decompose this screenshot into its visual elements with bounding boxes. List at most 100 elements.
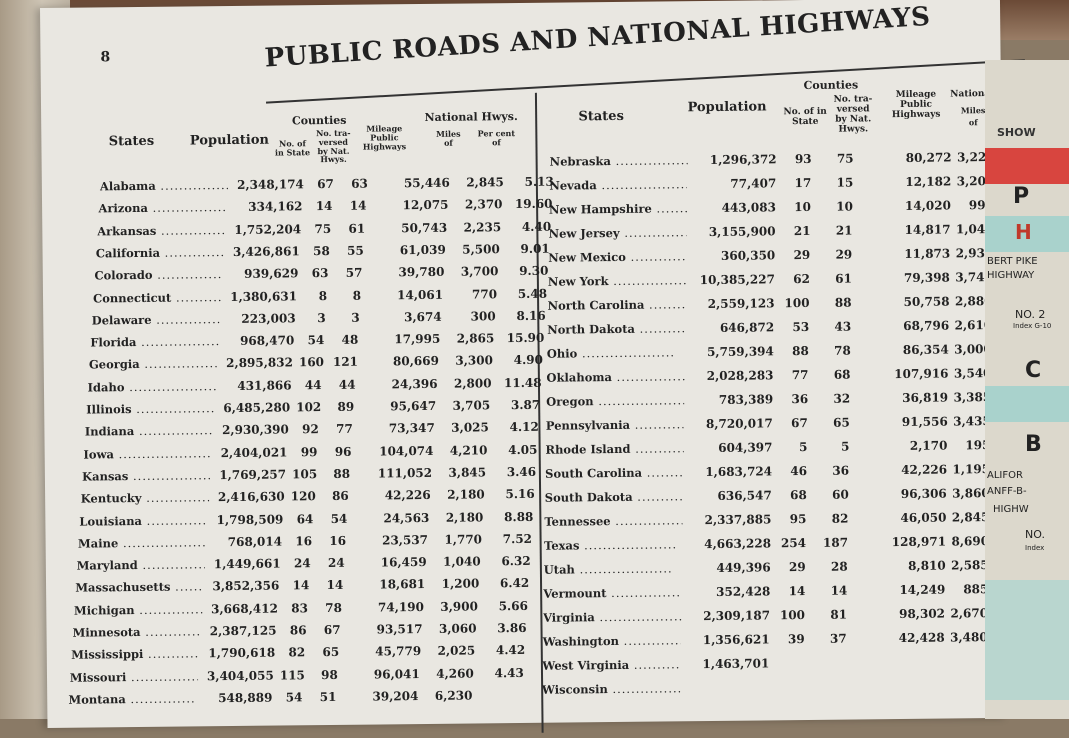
mileage-public-highways-cell: 23,537 — [366, 533, 428, 548]
counties-traversed-cell: 36 — [819, 464, 849, 478]
state-cell: Idaho — [88, 379, 216, 394]
counties-traversed-cell: 88 — [326, 467, 350, 481]
counties-traversed-cell: 48 — [334, 333, 358, 347]
counties-in-state-cell: 88 — [779, 344, 809, 358]
population-cell: 1,463,701 — [684, 656, 769, 671]
mileage-public-highways-cell: 3,674 — [380, 310, 442, 325]
mileage-public-highways-cell: 74,190 — [362, 600, 424, 615]
counties-in-state-cell: 86 — [282, 623, 306, 637]
counties-in-state-cell: 95 — [776, 512, 806, 526]
mileage-public-highways-cell: 14,061 — [381, 287, 443, 302]
mileage-public-highways-cell: 86,354 — [879, 343, 949, 358]
national-hwy-miles-cell: 3,700 — [448, 264, 498, 279]
population-cell: 77,407 — [691, 176, 776, 191]
population-cell: 2,416,630 — [215, 490, 285, 505]
mileage-public-highways-cell: 24,396 — [375, 377, 437, 392]
counties-traversed-cell: 78 — [821, 344, 851, 358]
national-hwy-percent-cell: 11.48 — [497, 375, 541, 389]
state-cell: Missouri — [70, 669, 198, 684]
state-cell: West Virginia — [542, 657, 680, 672]
counties-in-state-cell: 17 — [781, 176, 811, 190]
counties-traversed-cell: 78 — [318, 601, 342, 615]
map-teal-block-2 — [985, 386, 1069, 422]
state-cell: Vermount — [543, 585, 681, 600]
counties-traversed-cell: 29 — [822, 248, 852, 262]
mileage-public-highways-cell: 93,517 — [360, 622, 422, 637]
counties-in-state-cell: 46 — [777, 464, 807, 478]
counties-in-state-cell: 14 — [285, 579, 309, 593]
counties-in-state-cell: 58 — [306, 244, 330, 258]
national-hwy-miles-cell: 4,210 — [437, 443, 487, 458]
counties-traversed-cell: 16 — [322, 534, 346, 548]
map-letter-c: C — [1025, 358, 1041, 383]
state-cell: Rhode Island — [545, 441, 683, 456]
map-route2-line1: ALIFOR — [987, 470, 1023, 481]
national-hwy-percent-cell: 5.66 — [484, 599, 528, 613]
state-cell: Georgia — [89, 357, 217, 372]
population-cell: 431,866 — [222, 378, 292, 393]
counties-traversed-cell: 10 — [823, 199, 853, 213]
population-cell: 548,889 — [202, 690, 272, 705]
counties-in-state-cell: 54 — [278, 690, 302, 704]
state-cell: Oregon — [546, 393, 684, 408]
mileage-public-highways-cell: 36,819 — [878, 391, 948, 406]
counties-traversed-cell: 77 — [329, 422, 353, 436]
state-cell: North Carolina — [547, 297, 685, 312]
counties-in-state-cell: 29 — [780, 248, 810, 262]
counties-in-state-cell: 99 — [293, 445, 317, 459]
population-cell: 636,547 — [687, 488, 772, 503]
mileage-public-highways-cell: 45,779 — [359, 644, 421, 659]
counties-traversed-cell: 54 — [323, 511, 347, 525]
population-cell: 1,683,724 — [687, 464, 772, 479]
national-hwy-percent-cell: 8.88 — [489, 509, 533, 523]
national-hwy-percent-cell: 5.48 — [503, 286, 547, 300]
mileage-public-highways-cell: 24,563 — [367, 510, 429, 525]
national-hwy-percent-cell: 5.16 — [491, 487, 535, 501]
header-no-in-state: No. of in State — [273, 139, 311, 157]
counties-traversed-cell: 65 — [315, 645, 339, 659]
header-states-right: States — [571, 110, 631, 125]
book-page: 8 PUBLIC ROADS AND NATIONAL HIGHWAYS Sta… — [40, 0, 1007, 728]
counties-traversed-cell: 21 — [823, 224, 853, 238]
national-hwy-percent-cell: 4.43 — [480, 666, 524, 680]
counties-traversed-cell: 81 — [817, 608, 847, 622]
state-cell: Maine — [78, 535, 206, 550]
national-hwy-miles-cell: 5,500 — [450, 242, 500, 257]
national-hwy-miles-cell: 2,180 — [433, 510, 483, 525]
state-cell: Arizona — [98, 200, 226, 215]
national-hwy-percent-cell: 3.46 — [492, 465, 536, 479]
population-cell: 939,629 — [228, 266, 298, 281]
population-cell: 1,752,204 — [231, 222, 301, 237]
population-cell: 768,014 — [212, 534, 282, 549]
header-states: States — [96, 135, 166, 150]
mileage-public-highways-cell: 42,226 — [877, 463, 947, 478]
national-hwy-percent-cell: 3.87 — [496, 398, 540, 412]
population-cell: 1,380,631 — [227, 289, 297, 304]
national-hwy-miles-cell: 1,040 — [431, 555, 481, 570]
population-cell: 2,387,125 — [206, 624, 276, 639]
state-cell: Minnesota — [72, 624, 200, 639]
counties-in-state-cell: 67 — [310, 177, 334, 191]
counties-traversed-cell: 82 — [818, 512, 848, 526]
population-cell: 1,449,661 — [211, 557, 281, 572]
counties-in-state-cell: 67 — [778, 416, 808, 430]
mileage-public-highways-cell: 55,446 — [388, 176, 450, 191]
state-cell: Nebraska — [550, 153, 688, 168]
state-cell: Montana — [68, 691, 196, 706]
mileage-public-highways-cell — [874, 655, 944, 656]
counties-in-state-cell: 92 — [295, 422, 319, 436]
map-red-block — [985, 148, 1069, 184]
national-hwy-percent-cell: 15.90 — [500, 331, 544, 345]
population-cell: 1,790,618 — [205, 646, 275, 661]
counties-traversed-cell: 32 — [820, 392, 850, 406]
map-letter-p: P — [1013, 184, 1029, 209]
population-cell: 3,852,356 — [209, 579, 279, 594]
state-cell: North Dakota — [547, 321, 685, 336]
counties-in-state-cell: 8 — [303, 289, 327, 303]
header-of-right: of — [959, 118, 987, 127]
mileage-public-highways-cell: 11,873 — [880, 246, 950, 261]
map-strip: SHOW P H BERT PIKE HIGHWAY NO. 2 Index G… — [985, 60, 1069, 719]
counties-traversed-cell: 68 — [820, 368, 850, 382]
mileage-public-highways-cell: 96,041 — [358, 667, 420, 682]
counties-traversed-cell: 14 — [319, 578, 343, 592]
